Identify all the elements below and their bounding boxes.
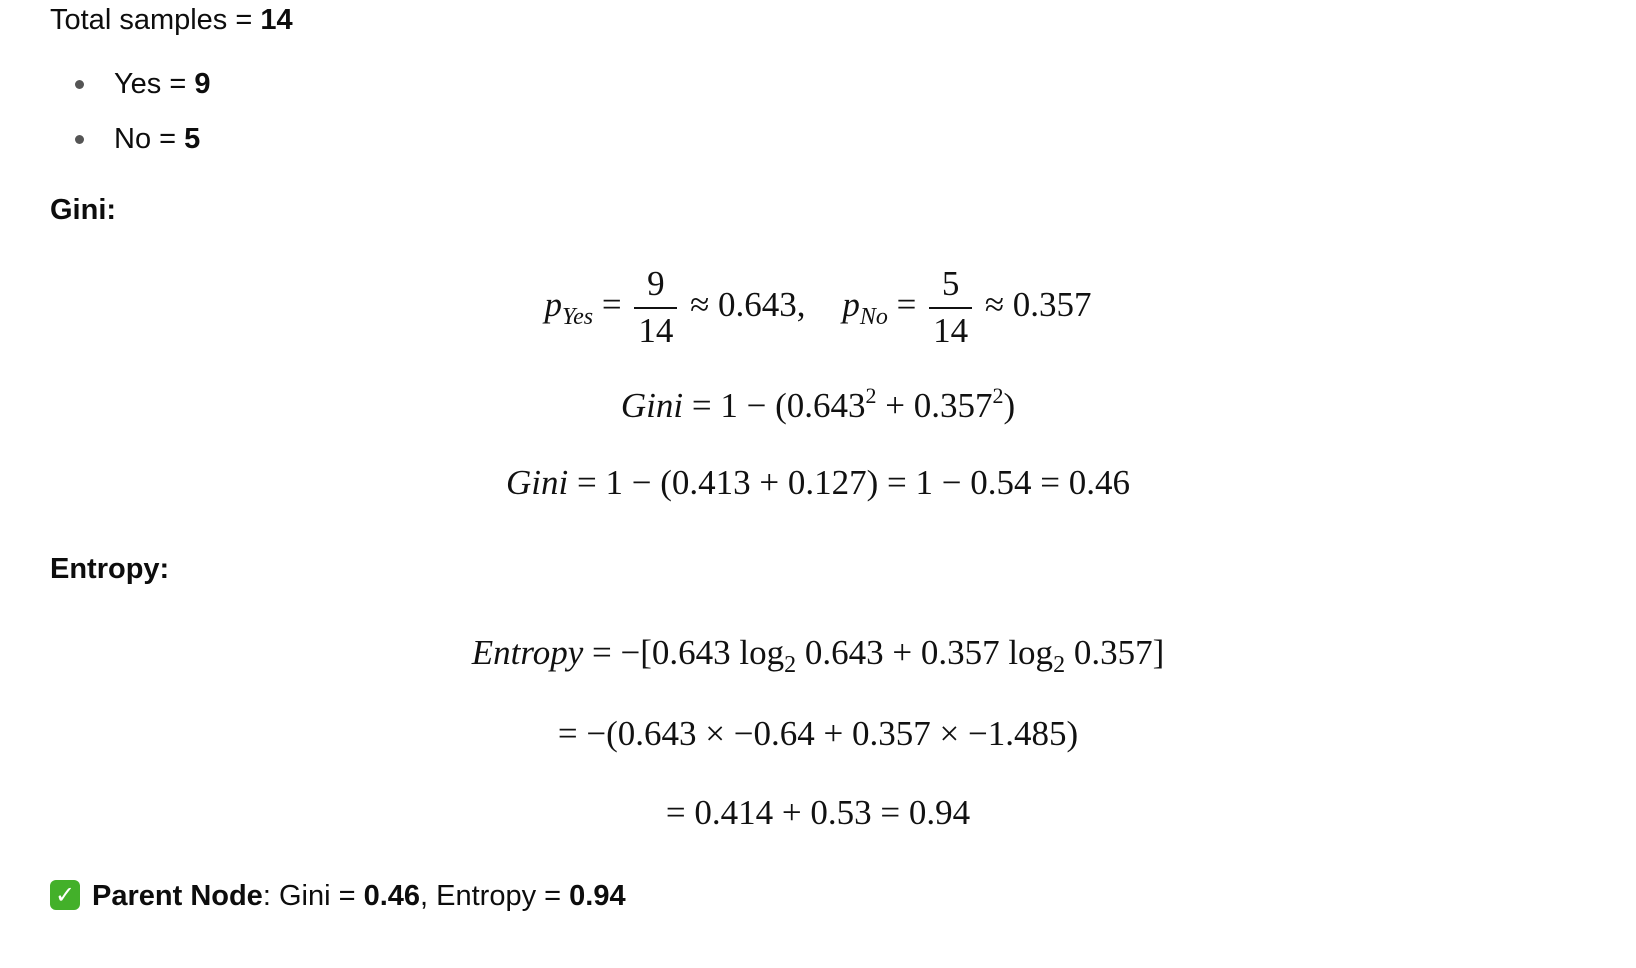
parent-node-title: Parent Node xyxy=(92,880,263,912)
entropy-heading: Entropy: xyxy=(50,553,170,585)
no-label: No = xyxy=(114,123,185,155)
yes-label: Yes = xyxy=(114,68,195,100)
list-item-yes: Yes = 9 xyxy=(114,70,211,99)
fraction-no: 5 14 xyxy=(929,265,973,350)
p-no-approx: ≈ 0.357 xyxy=(984,284,1092,324)
bullet-icon xyxy=(75,80,84,89)
entropy-step-equation: = −(0.643 × −0.64 + 0.357 × −1.485) xyxy=(557,714,1079,753)
entropy-result-equation: = 0.414 + 0.53 = 0.94 xyxy=(665,793,971,832)
yes-value: 9 xyxy=(194,68,211,100)
total-samples-line: Total samples = 14 xyxy=(50,6,293,35)
p-yes-approx: ≈ 0.643, xyxy=(690,284,806,324)
no-value: 5 xyxy=(184,123,201,155)
parent-node-result: Parent Node: Gini = 0.46, Entropy = 0.94 xyxy=(92,880,626,912)
total-samples-label: Total samples = xyxy=(50,4,261,36)
gini-probabilities-equation: pYes = 9 14 ≈ 0.643, pNo = 5 14 ≈ 0.357 xyxy=(544,264,1092,350)
entropy-value: 0.94 xyxy=(569,880,626,912)
fraction-yes: 9 14 xyxy=(634,265,678,350)
gini-heading: Gini: xyxy=(50,194,117,226)
gini-result-equation: Gini = 1 − (0.413 + 0.127) = 1 − 0.54 = … xyxy=(506,463,1130,502)
list-item-no: No = 5 xyxy=(114,125,200,154)
check-icon: ✓ xyxy=(50,880,80,910)
entropy-formula-equation: Entropy = −[0.643 log2 0.643 + 0.357 log… xyxy=(471,633,1165,678)
gini-value: 0.46 xyxy=(363,880,421,912)
p-no-subscript: No xyxy=(859,303,888,330)
gini-formula-equation: Gini = 1 − (0.6432 + 0.3572) xyxy=(620,383,1016,425)
total-samples-value: 14 xyxy=(260,4,293,36)
bullet-icon xyxy=(75,135,84,144)
p-yes-subscript: Yes xyxy=(561,303,594,330)
